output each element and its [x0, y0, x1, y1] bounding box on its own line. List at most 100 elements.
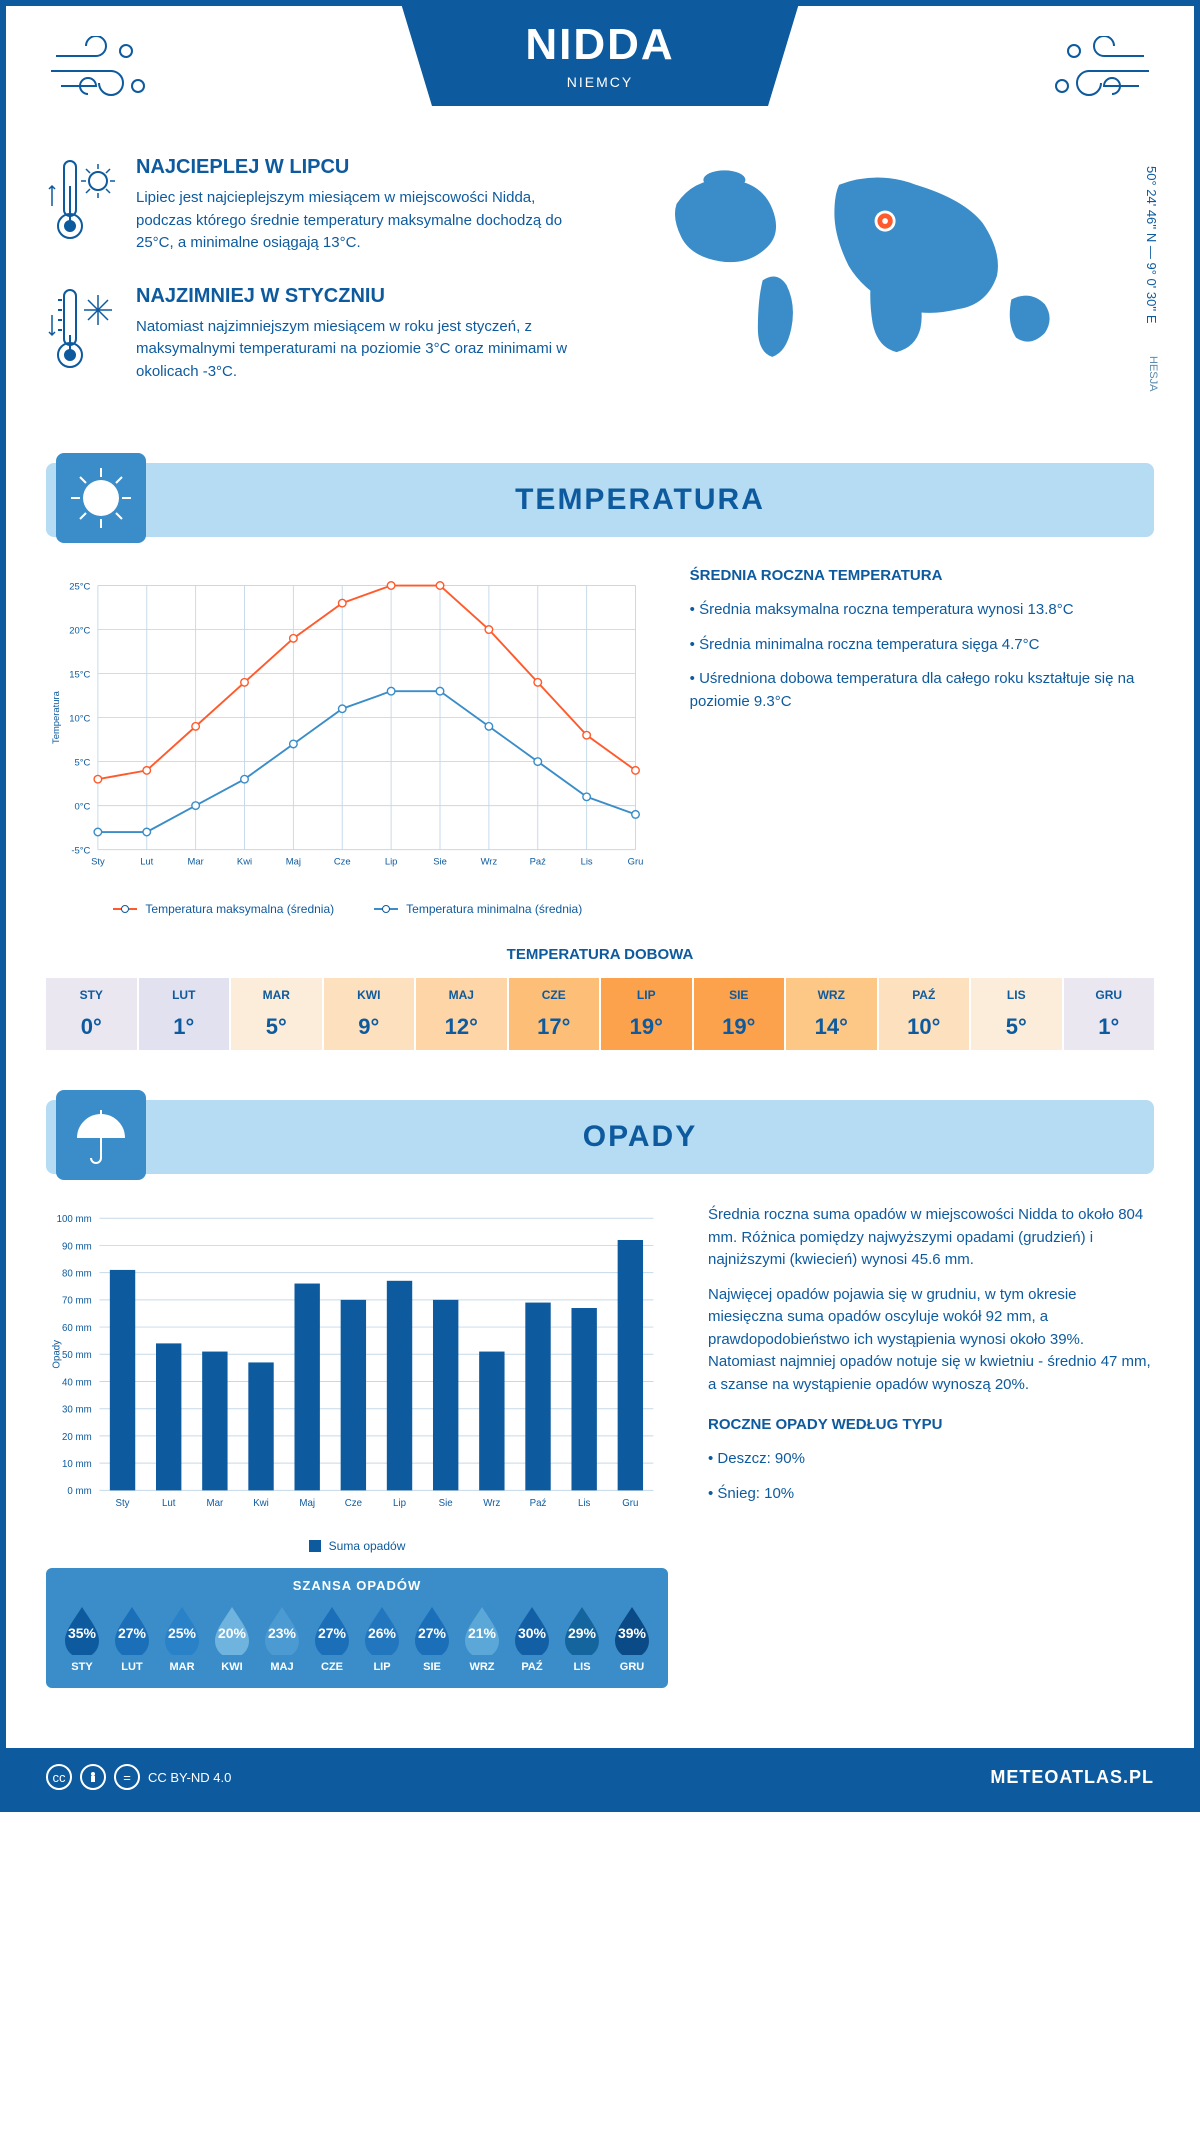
world-map [620, 156, 1154, 376]
svg-text:Paź: Paź [530, 1498, 547, 1509]
legend-max: Temperatura maksymalna (średnia) [145, 902, 334, 916]
sun-icon [56, 453, 146, 543]
rain-p2: Najwięcej opadów pojawia się w grudniu, … [708, 1284, 1154, 1397]
header: NIDDA NIEMCY [6, 6, 1194, 126]
svg-text:20°C: 20°C [69, 624, 90, 635]
svg-text:Maj: Maj [286, 856, 301, 867]
svg-text:40 mm: 40 mm [62, 1377, 92, 1388]
license-badges: cc = CC BY-ND 4.0 [46, 1764, 231, 1790]
svg-text:Temperatura: Temperatura [50, 690, 61, 744]
rain-legend-label: Suma opadów [329, 1539, 406, 1553]
svg-text:15°C: 15°C [69, 668, 90, 679]
svg-text:70 mm: 70 mm [62, 1296, 92, 1307]
svg-text:20 mm: 20 mm [62, 1432, 92, 1443]
daily-temp: TEMPERATURA DOBOWA STY0°LUT1°MAR5°KWI9°M… [6, 946, 1194, 1080]
rain-drop: 21%WRZ [461, 1603, 503, 1673]
temp-cell: LIP19° [601, 978, 692, 1050]
intro-section: NAJCIEPLEJ W LIPCU Lipiec jest najcieple… [6, 126, 1194, 443]
city-title: NIDDA [440, 20, 760, 70]
temp-body: -5°C0°C5°C10°C15°C20°C25°CStyLutMarKwiMa… [6, 537, 1194, 946]
temp-legend: .legend-swatch::after{border:1px solid c… [46, 902, 650, 916]
svg-text:Sie: Sie [433, 856, 447, 867]
intro-text: NAJCIEPLEJ W LIPCU Lipiec jest najcieple… [46, 156, 580, 413]
by-icon [80, 1764, 106, 1790]
svg-text:Lis: Lis [578, 1498, 591, 1509]
svg-text:Kwi: Kwi [253, 1498, 269, 1509]
daily-temp-title: TEMPERATURA DOBOWA [46, 946, 1154, 963]
legend-min: Temperatura minimalna (średnia) [406, 902, 582, 916]
svg-text:80 mm: 80 mm [62, 1269, 92, 1280]
svg-text:Lip: Lip [385, 856, 398, 867]
rain-type-heading: ROCZNE OPADY WEDŁUG TYPU [708, 1416, 1154, 1433]
temp-desc-b3: • Uśredniona dobowa temperatura dla całe… [690, 668, 1154, 713]
svg-text:10°C: 10°C [69, 712, 90, 723]
rain-drop: 27%LUT [111, 1603, 153, 1673]
warmest-block: NAJCIEPLEJ W LIPCU Lipiec jest najcieple… [46, 156, 580, 255]
rain-header: OPADY [46, 1100, 1154, 1174]
svg-text:Sie: Sie [439, 1498, 453, 1509]
svg-text:Lip: Lip [393, 1498, 406, 1509]
site-name: METEOATLAS.PL [990, 1767, 1154, 1788]
country-subtitle: NIEMCY [440, 74, 760, 90]
svg-text:Mar: Mar [207, 1498, 224, 1509]
svg-text:60 mm: 60 mm [62, 1323, 92, 1334]
thermometer-cold-icon [46, 285, 116, 375]
svg-text:Cze: Cze [334, 856, 351, 867]
temp-cell: KWI9° [324, 978, 415, 1050]
svg-text:Gru: Gru [622, 1498, 638, 1509]
rain-drop: 27%CZE [311, 1603, 353, 1673]
rain-drop: 20%KWI [211, 1603, 253, 1673]
svg-text:Lut: Lut [162, 1498, 176, 1509]
rain-drop: 23%MAJ [261, 1603, 303, 1673]
temp-desc-b2: • Średnia minimalna roczna temperatura s… [690, 634, 1154, 657]
temp-section-title: TEMPERATURA [146, 483, 1134, 517]
temp-cell: LIS5° [971, 978, 1062, 1050]
rain-legend: Suma opadów [46, 1539, 668, 1553]
svg-text:Cze: Cze [345, 1498, 362, 1509]
temp-chart: -5°C0°C5°C10°C15°C20°C25°CStyLutMarKwiMa… [46, 567, 650, 916]
svg-text:90 mm: 90 mm [62, 1241, 92, 1252]
svg-text:Lut: Lut [140, 856, 153, 867]
license-text: CC BY-ND 4.0 [148, 1770, 231, 1785]
svg-text:50 mm: 50 mm [62, 1350, 92, 1361]
nd-icon: = [114, 1764, 140, 1790]
rain-drop: 39%GRU [611, 1603, 653, 1673]
chance-title: SZANSA OPADÓW [61, 1578, 653, 1593]
rain-drop: 27%SIE [411, 1603, 453, 1673]
svg-text:Paź: Paź [530, 856, 547, 867]
map-block: 50° 24' 46'' N — 9° 0' 30'' E HESJA [620, 156, 1154, 413]
temp-cell: MAR5° [231, 978, 322, 1050]
svg-text:-5°C: -5°C [71, 844, 90, 855]
svg-text:25°C: 25°C [69, 580, 90, 591]
svg-text:100 mm: 100 mm [57, 1214, 92, 1225]
temp-description: ŚREDNIA ROCZNA TEMPERATURA • Średnia mak… [690, 567, 1154, 916]
umbrella-icon [56, 1090, 146, 1180]
rain-chart-area: 0 mm10 mm20 mm30 mm40 mm50 mm60 mm70 mm8… [46, 1204, 668, 1688]
svg-text:Gru: Gru [628, 856, 644, 867]
temp-desc-b1: • Średnia maksymalna roczna temperatura … [690, 599, 1154, 622]
rain-body: 0 mm10 mm20 mm30 mm40 mm50 mm60 mm70 mm8… [6, 1174, 1194, 1718]
rain-drop: 30%PAŹ [511, 1603, 553, 1673]
rain-drop: 25%MAR [161, 1603, 203, 1673]
svg-text:Wrz: Wrz [481, 856, 498, 867]
cc-icon: cc [46, 1764, 72, 1790]
rain-chance: SZANSA OPADÓW 35%STY27%LUT25%MAR20%KWI23… [46, 1568, 668, 1688]
svg-text:Maj: Maj [299, 1498, 315, 1509]
coldest-text: Natomiast najzimniejszym miesiącem w rok… [136, 316, 580, 384]
svg-text:Sty: Sty [91, 856, 105, 867]
rain-p1: Średnia roczna suma opadów w miejscowośc… [708, 1204, 1154, 1272]
title-banner: NIDDA NIEMCY [400, 0, 800, 106]
rain-drop: 29%LIS [561, 1603, 603, 1673]
temp-cell: SIE19° [694, 978, 785, 1050]
temperature-header: TEMPERATURA [46, 463, 1154, 537]
rain-drop: 35%STY [61, 1603, 103, 1673]
coldest-heading: NAJZIMNIEJ W STYCZNIU [136, 285, 580, 308]
svg-text:0 mm: 0 mm [67, 1486, 91, 1497]
temp-cell: WRZ14° [786, 978, 877, 1050]
svg-text:Kwi: Kwi [237, 856, 252, 867]
svg-text:10 mm: 10 mm [62, 1459, 92, 1470]
rain-description: Średnia roczna suma opadów w miejscowośc… [708, 1204, 1154, 1688]
temp-desc-heading: ŚREDNIA ROCZNA TEMPERATURA [690, 567, 1154, 584]
svg-text:Opady: Opady [52, 1340, 63, 1369]
rain-b1: • Deszcz: 90% [708, 1448, 1154, 1471]
